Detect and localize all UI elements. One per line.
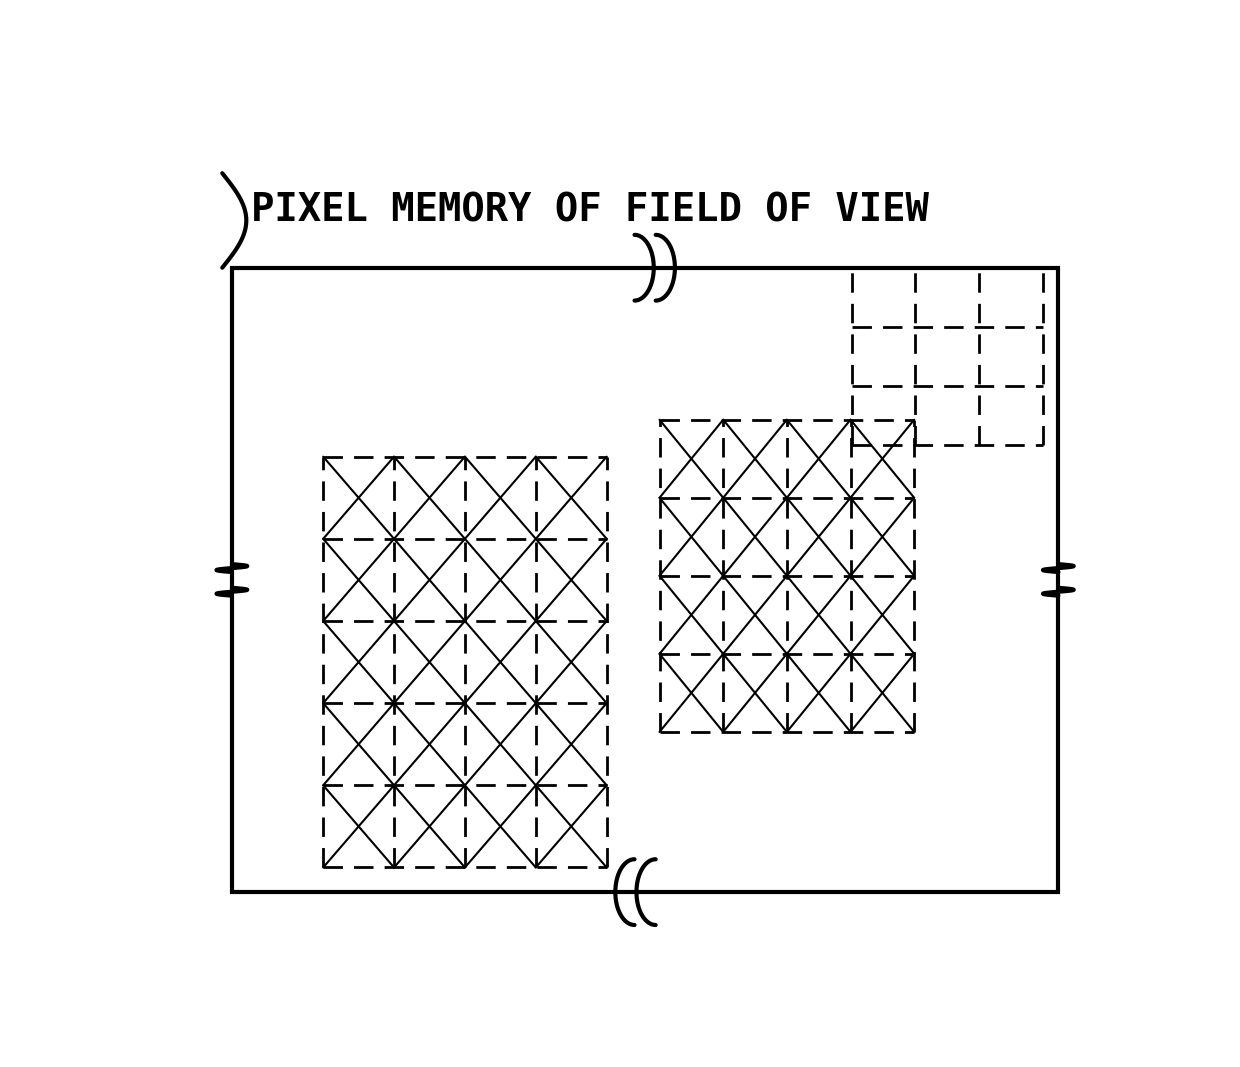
Text: PIXEL MEMORY OF FIELD OF VIEW: PIXEL MEMORY OF FIELD OF VIEW <box>250 191 929 229</box>
Bar <box>232 268 1059 892</box>
